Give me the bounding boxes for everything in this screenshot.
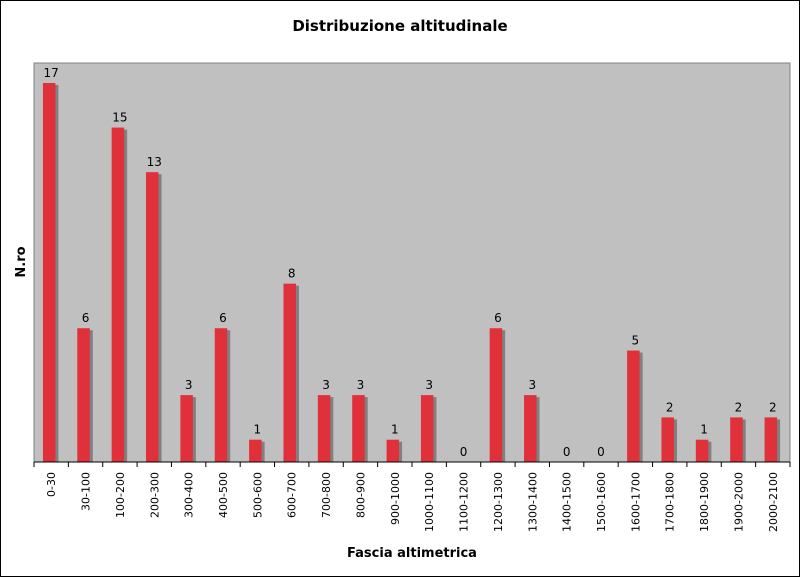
- bar: [317, 395, 331, 462]
- data-label: 3: [357, 378, 365, 392]
- bar: [214, 328, 228, 462]
- x-tick-label: 1200-1300: [492, 472, 505, 532]
- bar: [524, 395, 537, 462]
- x-tick-label: 1300-1400: [526, 472, 539, 532]
- data-label: 3: [322, 378, 330, 392]
- data-label: 0: [597, 445, 605, 459]
- data-label: 8: [288, 267, 296, 281]
- bar: [420, 395, 434, 462]
- bar: [283, 283, 296, 462]
- x-tick-labels: 0-30 30-100 100-200 200-300 300-400 400-500 50…: [45, 472, 780, 532]
- data-label: 1: [700, 423, 708, 437]
- x-tick-label: 600-700: [286, 472, 299, 518]
- x-tick-label: 1100-1200: [458, 472, 471, 532]
- bar: [111, 127, 125, 463]
- y-axis-title: N.ro: [14, 246, 29, 277]
- data-label: 2: [769, 400, 777, 414]
- x-tick-label: 1700-1800: [664, 472, 677, 532]
- x-tick-label: 300-400: [183, 472, 196, 518]
- x-tick-label: 100-200: [114, 472, 127, 518]
- x-tick-label: 900-1000: [389, 472, 402, 525]
- data-label: 13: [147, 155, 162, 169]
- data-label: 1: [391, 423, 399, 437]
- bar: [77, 328, 90, 462]
- x-tick-label: 1400-1500: [561, 472, 574, 532]
- x-tick-label: 1800-1900: [698, 472, 711, 532]
- bar: [661, 417, 674, 462]
- bar: [489, 328, 503, 462]
- chart-title: Distribuzione altitudinale: [292, 17, 507, 35]
- bar: [386, 439, 400, 462]
- data-label: 2: [666, 400, 674, 414]
- data-label: 6: [494, 311, 502, 325]
- data-label: 6: [82, 311, 90, 325]
- x-axis-title: Fascia altimetrica: [347, 546, 477, 561]
- data-label: 3: [528, 378, 536, 392]
- data-label: 3: [425, 378, 433, 392]
- data-label: 2: [735, 400, 743, 414]
- x-tick-label: 700-800: [320, 472, 333, 518]
- x-tick-label: 1900-2000: [732, 472, 745, 532]
- bar: [730, 417, 743, 462]
- data-label: 0: [460, 445, 468, 459]
- data-label: 5: [632, 334, 640, 348]
- bar: [146, 172, 159, 463]
- data-label: 15: [112, 111, 127, 125]
- bar: [695, 439, 709, 462]
- x-tick-label: 1000-1100: [423, 472, 436, 532]
- x-axis-ticks: [33, 462, 791, 467]
- x-tick-label: 0-30: [45, 472, 58, 497]
- data-label: 0: [563, 445, 571, 459]
- bars: [42, 83, 778, 463]
- bar: [764, 417, 778, 462]
- data-label: 3: [185, 378, 193, 392]
- x-tick-label: 500-600: [251, 472, 264, 518]
- bar: [627, 350, 640, 462]
- data-label: 6: [219, 311, 227, 325]
- x-tick-label: 2000-2100: [767, 472, 780, 532]
- x-tick-label: 1600-1700: [629, 472, 642, 532]
- data-label: 1: [254, 423, 262, 437]
- bar: [249, 439, 262, 462]
- x-tick-label: 30-100: [80, 472, 93, 511]
- bar: [180, 395, 193, 462]
- bar: [42, 83, 56, 462]
- x-tick-label: 1500-1600: [595, 472, 608, 532]
- x-tick-label: 200-300: [148, 472, 161, 518]
- x-tick-label: 800-900: [354, 472, 367, 518]
- data-label: 17: [44, 66, 59, 80]
- bar: [352, 395, 365, 462]
- x-tick-label: 400-500: [217, 472, 230, 518]
